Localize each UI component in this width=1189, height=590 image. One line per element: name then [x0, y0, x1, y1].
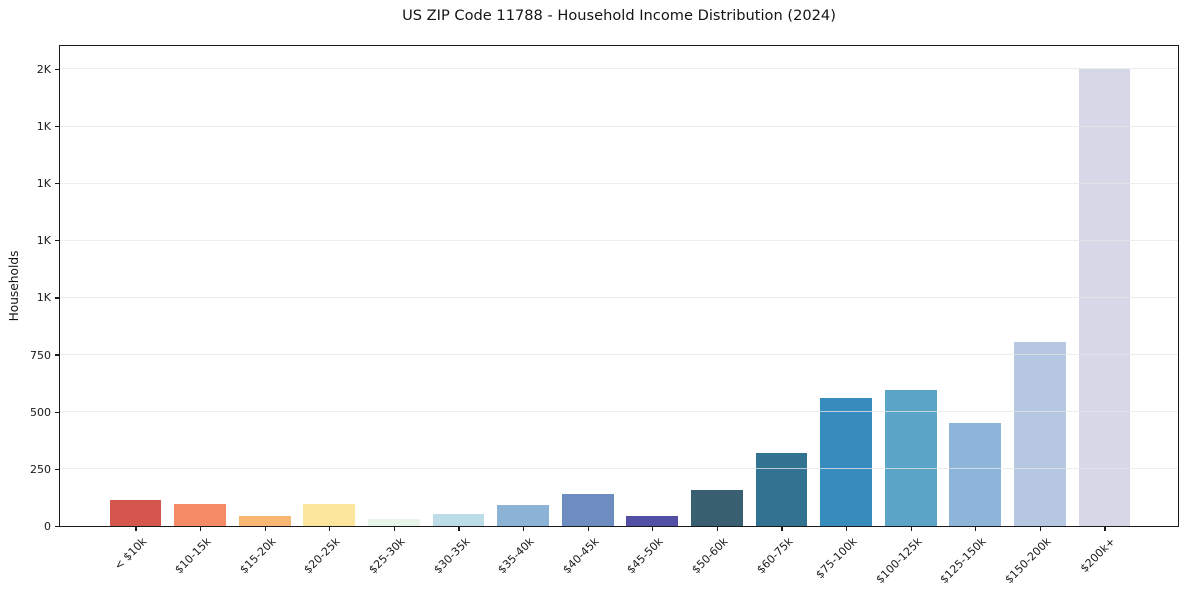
gridline-750: [60, 354, 1178, 356]
gridline-1750: [60, 125, 1178, 127]
x-tick-label-$15-20k: $15-20k: [237, 534, 279, 576]
bar-$30-35k: [432, 514, 485, 526]
x-tick-$45-50k: [652, 526, 654, 531]
x-tick-$30-35k: [458, 526, 460, 531]
bar-$40-45k: [561, 494, 614, 526]
chart-title: US ZIP Code 11788 - Household Income Dis…: [402, 7, 836, 24]
x-tick-$20-25k: [329, 526, 331, 531]
x-tick-$40-45k: [587, 526, 589, 531]
x-tick-$15-20k: [264, 526, 266, 531]
gridline-250: [60, 468, 1178, 470]
x-tick-$60-75k: [781, 526, 783, 531]
x-tick-label-< $10k: < $10k: [111, 534, 150, 573]
x-tick-label-$10-15k: $10-15k: [172, 534, 214, 576]
x-tick-$125-150k: [975, 526, 977, 531]
bar-$100-125k: [884, 390, 937, 526]
y-tick-label-2000: 2K: [36, 62, 51, 76]
gridline-2000: [60, 68, 1178, 70]
y-axis-label: Households: [7, 250, 21, 322]
x-tick-$100-125k: [910, 526, 912, 531]
x-tick-label-$100-125k: $100-125k: [873, 534, 925, 586]
x-tick-label-$150-200k: $150-200k: [1002, 534, 1054, 586]
y-tick-label-750: 750: [30, 348, 51, 362]
x-tick-$25-30k: [393, 526, 395, 531]
y-tick-label-1250: 1K: [36, 234, 51, 248]
x-tick-label-$45-50k: $45-50k: [624, 534, 667, 576]
gridline-1500: [60, 182, 1178, 184]
y-tick-label-1000: 1K: [36, 291, 51, 305]
y-tick-2000: [54, 68, 59, 70]
x-tick-label-$35-40k: $35-40k: [495, 534, 537, 576]
y-tick-label-250: 250: [30, 462, 51, 476]
bar-$125-150k: [949, 423, 1002, 526]
x-tick-label-$60-75k: $60-75k: [753, 534, 796, 576]
y-tick-750: [54, 354, 59, 356]
gridline-500: [60, 411, 1178, 413]
y-tick-0: [54, 525, 59, 528]
bar-$10-15k: [174, 504, 226, 526]
x-tick-label-$40-45k: $40-45k: [560, 534, 602, 576]
bar-$75-100k: [820, 398, 872, 526]
plot-area: [59, 45, 1179, 527]
x-tick-$75-100k: [846, 526, 848, 531]
x-tick-label-$50-60k: $50-60k: [689, 534, 731, 576]
x-tick-label-$30-35k: $30-35k: [430, 534, 473, 576]
bar-$35-40k: [497, 505, 549, 526]
y-tick-label-1500: 1K: [36, 177, 51, 191]
bar-< $10k: [109, 500, 162, 526]
y-tick-250: [54, 468, 59, 470]
bar-$15-20k: [238, 515, 291, 526]
gridline-1000: [60, 296, 1178, 298]
x-tick-$35-40k: [523, 526, 525, 531]
y-tick-500: [54, 411, 59, 413]
x-tick-$200k+: [1104, 526, 1106, 531]
y-tick-label-0: 0: [44, 520, 51, 533]
x-tick-label-$200k+: $200k+: [1078, 534, 1119, 575]
x-tick-$10-15k: [200, 526, 202, 531]
y-tick-1000: [54, 297, 59, 299]
y-tick-label-1750: 1K: [36, 120, 51, 133]
x-tick-< $10k: [135, 526, 137, 531]
x-tick-label-$20-25k: $20-25k: [301, 534, 344, 576]
x-tick-$50-60k: [716, 526, 718, 531]
bar-$150-200k: [1014, 342, 1066, 526]
x-tick-label-$125-150k: $125-150k: [937, 534, 990, 586]
y-tick-label-500: 500: [30, 405, 51, 419]
bar-$50-60k: [691, 489, 743, 526]
bar-$60-75k: [755, 453, 808, 526]
bar-$20-25k: [303, 504, 356, 526]
x-tick-$150-200k: [1039, 526, 1041, 531]
x-tick-label-$75-100k: $75-100k: [813, 534, 860, 581]
y-tick-1500: [54, 183, 59, 185]
bar-$45-50k: [626, 515, 679, 526]
gridline-1250: [60, 239, 1178, 241]
bar-$25-30k: [368, 518, 420, 526]
y-tick-1750: [54, 125, 59, 128]
x-tick-label-$25-30k: $25-30k: [366, 534, 408, 576]
y-tick-1250: [54, 240, 59, 242]
